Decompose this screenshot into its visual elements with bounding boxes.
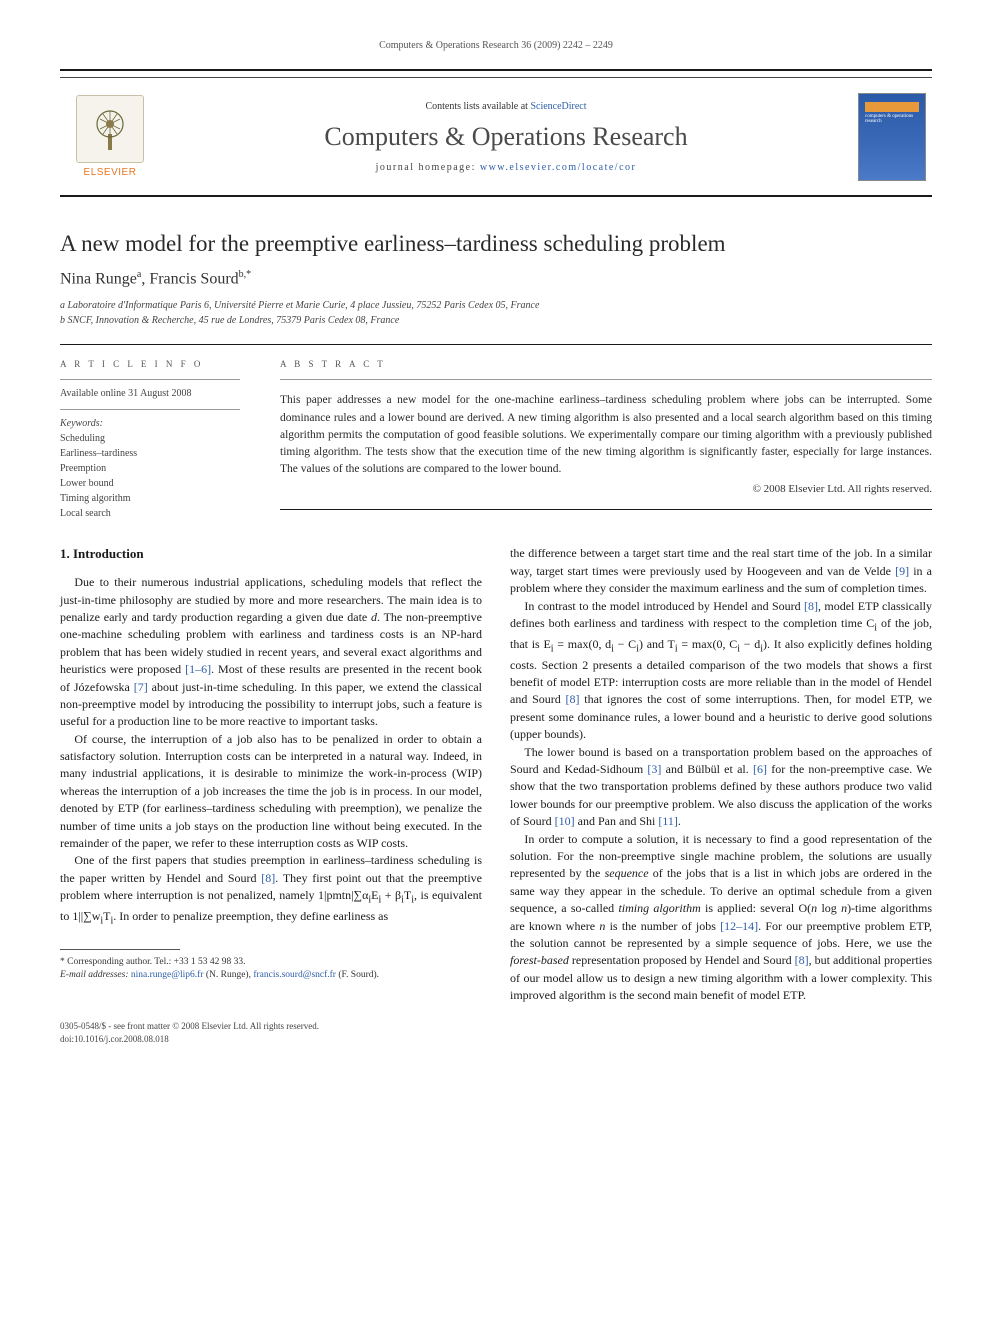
affiliation-b: b SNCF, Innovation & Recherche, 45 rue d… bbox=[60, 313, 932, 328]
ref-link[interactable]: [6] bbox=[753, 762, 767, 776]
paragraph: the difference between a target start ti… bbox=[510, 545, 932, 597]
bottom-meta: 0305-0548/$ - see front matter © 2008 El… bbox=[60, 1020, 932, 1045]
ref-link[interactable]: [3] bbox=[647, 762, 661, 776]
ref-link[interactable]: [12–14] bbox=[720, 919, 758, 933]
email-link[interactable]: francis.sourd@sncf.fr bbox=[253, 970, 336, 980]
email-link[interactable]: nina.runge@lip6.fr bbox=[131, 970, 204, 980]
paragraph: The lower bound is based on a transporta… bbox=[510, 744, 932, 831]
body-text: 1. Introduction Due to their numerous in… bbox=[60, 545, 932, 1004]
contents-available-line: Contents lists available at ScienceDirec… bbox=[160, 101, 852, 112]
keyword: Local search bbox=[60, 506, 240, 521]
affiliation-a: a Laboratoire d'Informatique Paris 6, Un… bbox=[60, 298, 932, 313]
paragraph: Of course, the interruption of a job als… bbox=[60, 731, 482, 853]
ref-link[interactable]: [10] bbox=[555, 814, 575, 828]
footnote-rule bbox=[60, 949, 180, 950]
ref-link[interactable]: [8] bbox=[795, 953, 809, 967]
publisher-logo-block: ELSEVIER bbox=[60, 78, 160, 195]
footnotes: * Corresponding author. Tel.: +33 1 53 4… bbox=[60, 956, 482, 983]
paragraph: In order to compute a solution, it is ne… bbox=[510, 831, 932, 1005]
authors: Nina Rungea, Francis Sourdb,* bbox=[60, 269, 932, 288]
paragraph: In contrast to the model introduced by H… bbox=[510, 598, 932, 744]
publisher-name: ELSEVIER bbox=[84, 167, 137, 178]
contents-prefix: Contents lists available at bbox=[425, 101, 530, 112]
article-title: A new model for the preemptive earliness… bbox=[60, 231, 932, 257]
homepage-prefix: journal homepage: bbox=[376, 162, 480, 173]
journal-cover-icon: computers & operations research bbox=[858, 93, 926, 181]
keywords-label: Keywords: bbox=[60, 418, 240, 429]
running-head: Computers & Operations Research 36 (2009… bbox=[60, 40, 932, 51]
keyword: Preemption bbox=[60, 461, 240, 476]
keywords-list: Scheduling Earliness–tardiness Preemptio… bbox=[60, 431, 240, 521]
section-heading: 1. Introduction bbox=[60, 545, 482, 564]
ref-link[interactable]: [8] bbox=[566, 692, 580, 706]
ref-link[interactable]: [11] bbox=[658, 814, 678, 828]
journal-homepage-link[interactable]: www.elsevier.com/locate/cor bbox=[480, 162, 636, 173]
affiliations: a Laboratoire d'Informatique Paris 6, Un… bbox=[60, 298, 932, 328]
abstract-text: This paper addresses a new model for the… bbox=[280, 392, 932, 478]
journal-cover-block: computers & operations research bbox=[852, 78, 932, 195]
email-name: (F. Sourd). bbox=[336, 970, 379, 980]
emails-label: E-mail addresses: bbox=[60, 970, 131, 980]
journal-title: Computers & Operations Research bbox=[160, 122, 852, 152]
journal-homepage-line: journal homepage: www.elsevier.com/locat… bbox=[160, 162, 852, 173]
paragraph: One of the first papers that studies pre… bbox=[60, 852, 482, 929]
keyword: Timing algorithm bbox=[60, 491, 240, 506]
ref-link[interactable]: [7] bbox=[134, 680, 148, 694]
abstract-copyright: © 2008 Elsevier Ltd. All rights reserved… bbox=[280, 483, 932, 495]
ref-link[interactable]: [8] bbox=[804, 599, 818, 613]
front-matter-line: 0305-0548/$ - see front matter © 2008 El… bbox=[60, 1020, 932, 1033]
ref-link[interactable]: [8] bbox=[261, 871, 275, 885]
email-addresses: E-mail addresses: nina.runge@lip6.fr (N.… bbox=[60, 969, 482, 982]
article-info-heading: A R T I C L E I N F O bbox=[60, 359, 240, 369]
doi-line: doi:10.1016/j.cor.2008.08.018 bbox=[60, 1033, 932, 1046]
abstract-block: A B S T R A C T This paper addresses a n… bbox=[280, 359, 932, 521]
available-online: Available online 31 August 2008 bbox=[60, 388, 240, 399]
ref-link[interactable]: [1–6] bbox=[185, 662, 211, 676]
abstract-heading: A B S T R A C T bbox=[280, 359, 932, 369]
elsevier-tree-icon bbox=[76, 95, 144, 163]
ref-link[interactable]: [9] bbox=[895, 564, 909, 578]
corresponding-author: * Corresponding author. Tel.: +33 1 53 4… bbox=[60, 956, 482, 969]
cover-label: computers & operations research bbox=[865, 114, 919, 125]
keyword: Lower bound bbox=[60, 476, 240, 491]
journal-header-box: ELSEVIER Contents lists available at Sci… bbox=[60, 69, 932, 197]
article-info-block: A R T I C L E I N F O Available online 3… bbox=[60, 359, 240, 521]
keyword: Earliness–tardiness bbox=[60, 446, 240, 461]
paragraph: Due to their numerous industrial applica… bbox=[60, 574, 482, 731]
keyword: Scheduling bbox=[60, 431, 240, 446]
email-name: (N. Runge), bbox=[203, 970, 253, 980]
sciencedirect-link[interactable]: ScienceDirect bbox=[530, 101, 586, 112]
